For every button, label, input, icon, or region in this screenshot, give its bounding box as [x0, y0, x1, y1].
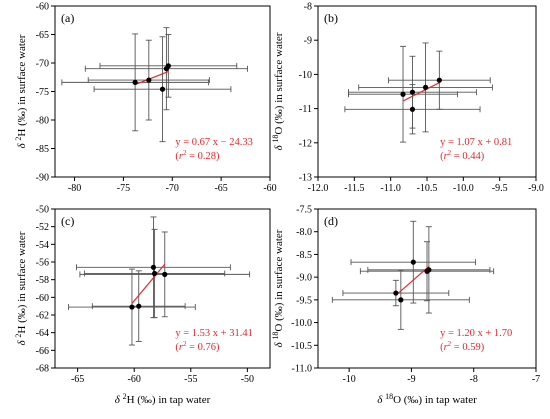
panel-label: (b) [324, 11, 338, 25]
x-tick-label: -9.0 [528, 183, 544, 194]
x-tick-label: -12.0 [308, 183, 329, 194]
x-tick-label: -10.0 [453, 183, 474, 194]
data-point [393, 290, 399, 296]
x-tick-label: -80 [68, 183, 81, 194]
x-tick-label: -8 [470, 374, 478, 385]
x-tick-label: -9 [407, 374, 415, 385]
y-tick-label: -11 [299, 104, 312, 115]
y-tick-label: -52 [36, 222, 49, 233]
regression-line [395, 265, 430, 296]
y-tick-label: -65 [36, 30, 49, 41]
y-tick-label: -60 [36, 2, 49, 13]
panel-3: -65 -60 -55 -50 -68 -66 -64 -62 -60 -58 -56 -54 -52 -… [14, 205, 271, 406]
y-tick-label: -58 [36, 275, 49, 286]
fit-equation: y = 1.07 x + 0.81 [440, 137, 512, 148]
x-tick-label: -75 [117, 183, 130, 194]
plot-frame [317, 5, 537, 178]
y-tick-label: -54 [36, 240, 49, 251]
x-tick-label: -50 [241, 374, 254, 385]
x-tick-label: -65 [71, 374, 84, 385]
plot-frame [317, 208, 537, 369]
plot-frame [54, 208, 271, 369]
y-axis-label: δ 18O (‰) in surface water [271, 229, 285, 347]
regression-line [402, 82, 440, 102]
y-tick-label: -10 [299, 70, 312, 81]
y-tick-label: -60 [36, 293, 49, 304]
data-point [132, 79, 138, 85]
data-point [129, 304, 135, 310]
panel-label: (c) [61, 214, 74, 228]
data-point [146, 77, 152, 83]
y-axis-label: δ 2H (‰) in surface water [14, 231, 28, 345]
x-axis-label: δ 18O (‰) in tap water [377, 392, 477, 406]
y-tick-label: -8.0 [296, 227, 312, 238]
regression-line [131, 263, 166, 304]
x-tick-label: -9.5 [492, 183, 508, 194]
x-tick-label: -7 [532, 374, 540, 385]
y-tick-label: -7.5 [296, 205, 312, 216]
y-tick-label: -80 [36, 116, 49, 127]
y-tick-label: -10.0 [291, 318, 312, 329]
y-tick-label: -64 [36, 328, 49, 339]
data-point [422, 84, 429, 90]
fit-r-squared: (r2 = 0.76) [175, 340, 220, 353]
y-axis-label: δ 18O (‰) in surface water [271, 32, 285, 150]
data-point [162, 271, 168, 277]
y-tick-label: -13 [299, 173, 312, 184]
y-tick-label: -8.5 [296, 250, 312, 261]
x-tick-label: -10 [342, 374, 355, 385]
y-tick-label: -56 [36, 258, 49, 269]
y-tick-label: -10.5 [291, 341, 312, 352]
y-tick-label: -85 [36, 144, 49, 155]
y-tick-label: -11.0 [292, 364, 312, 375]
y-tick-label: -62 [36, 311, 49, 322]
data-point [159, 86, 166, 92]
y-tick-label: -68 [36, 364, 49, 375]
y-axis-label: δ 2H (‰) in surface water [14, 34, 28, 148]
x-tick-label: -60 [263, 183, 276, 194]
y-tick-label: -70 [36, 59, 49, 70]
y-tick-label: -9.0 [296, 273, 312, 284]
data-point [398, 297, 404, 303]
y-tick-label: -12 [299, 138, 312, 149]
regression-line [134, 70, 169, 86]
x-axis-label: δ 2H (‰) in tap water [115, 392, 211, 406]
x-tick-label: -60 [128, 374, 141, 385]
x-tick-label: -70 [166, 183, 179, 194]
fit-equation: y = 1.20 x + 1.70 [440, 328, 512, 339]
data-point [409, 89, 416, 95]
x-tick-label: -10.5 [417, 183, 438, 194]
y-tick-label: -90 [36, 173, 49, 184]
y-tick-label: -66 [36, 346, 49, 357]
data-point [151, 270, 158, 277]
panel-label: (a) [61, 11, 74, 25]
fit-r-squared: (r2 = 0.59) [440, 340, 485, 353]
fit-equation: y = 0.67 x − 24.33 [175, 137, 252, 148]
data-point [410, 259, 416, 265]
x-tick-label: -11.0 [380, 183, 400, 194]
y-tick-label: -50 [36, 205, 49, 216]
y-tick-label: -9.5 [296, 295, 312, 306]
data-point [150, 264, 157, 270]
data-point [426, 267, 432, 273]
x-tick-label: -11.5 [344, 183, 364, 194]
data-point [436, 77, 442, 83]
fit-r-squared: (r2 = 0.44) [440, 149, 485, 162]
data-point [136, 303, 142, 309]
y-tick-label: -75 [36, 87, 49, 98]
y-tick-label: -9 [304, 36, 312, 47]
fit-r-squared: (r2 = 0.28) [175, 149, 220, 162]
panel-label: (d) [324, 214, 338, 228]
panel-2: -12.0 -11.5 -11.0 -10.5 -10.0 -9.5 -9.0 -13 -12 -… [271, 2, 544, 195]
fit-equation: y = 1.53 x + 31.41 [175, 328, 252, 339]
x-tick-label: -55 [184, 374, 197, 385]
y-tick-label: -8 [304, 2, 312, 13]
data-point [409, 106, 416, 112]
panel-1: -80 -75 -70 -65 -60 -90 -85 -80 -75 -70 -65 -60 δ 2H… [14, 2, 277, 195]
panel-4: -10 -9 -8 -7 -11.0 -10.5 -10.0 -9.5 -9.0 -8.5 -8.0… [271, 205, 540, 407]
data-point [165, 63, 171, 69]
data-point [400, 91, 406, 97]
x-tick-label: -65 [214, 183, 227, 194]
